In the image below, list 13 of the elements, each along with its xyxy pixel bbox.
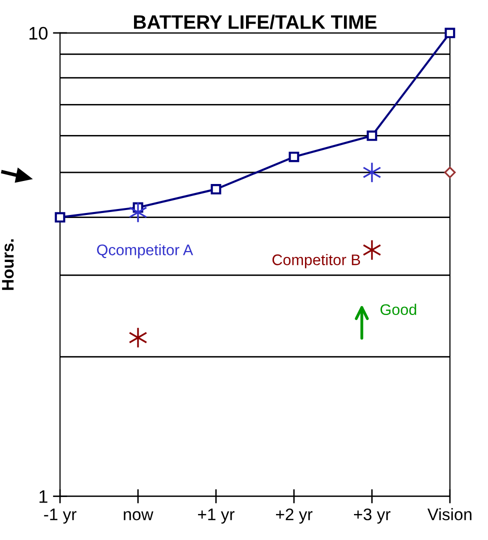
- series-label: Qcompetitor A: [97, 244, 194, 258]
- y-axis-title: Hours.: [2, 239, 14, 290]
- y-tick-label: 10: [30, 26, 48, 40]
- chart-title: BATTERY LIFE/TALK TIME: [134, 14, 376, 30]
- series-label: Competitor B: [272, 254, 360, 268]
- annotation: Good: [380, 304, 416, 316]
- y-tick-label: 1: [40, 490, 48, 503]
- x-tick-label: +1 yr: [198, 508, 234, 524]
- x-tick-label: Vision: [427, 508, 472, 520]
- x-tick-label: -1 yr: [44, 508, 76, 524]
- x-tick-label: +3 yr: [354, 508, 390, 524]
- x-tick-label: now: [124, 511, 154, 520]
- x-tick-label: +2 yr: [276, 508, 312, 524]
